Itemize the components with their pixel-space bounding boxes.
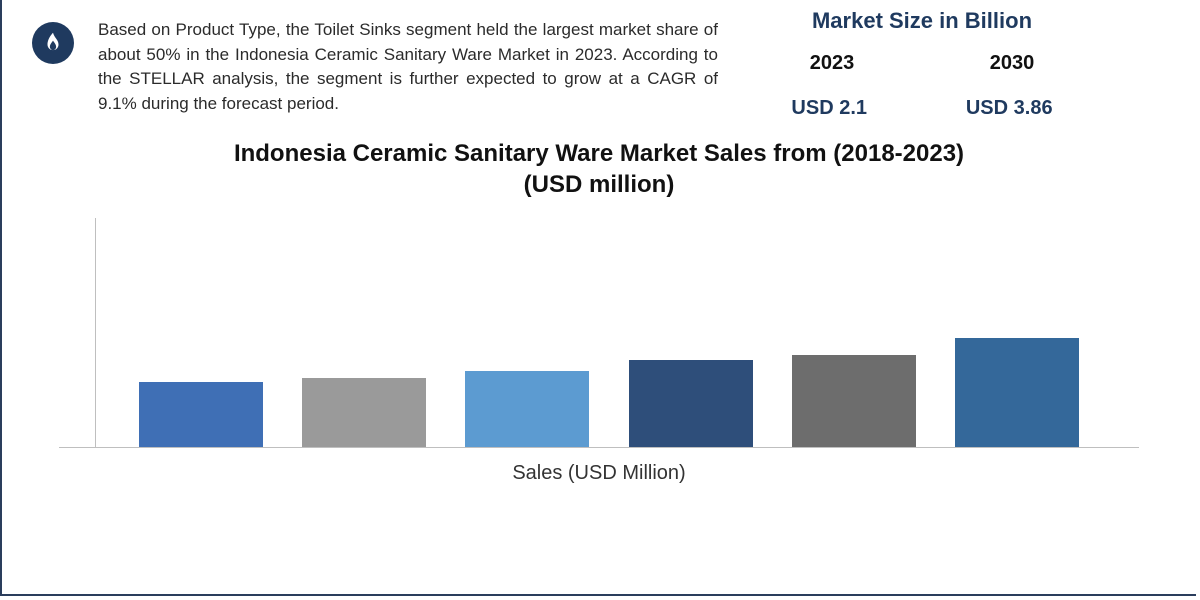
- market-size-panel: Market Size in Billion 2023 2030 USD 2.1…: [742, 8, 1102, 120]
- chart-yaxis: [95, 218, 96, 448]
- chart-bar: [139, 382, 263, 448]
- chart-xlabel: Sales (USD Million): [2, 462, 1196, 485]
- chart-title: Indonesia Ceramic Sanitary Ware Market S…: [209, 138, 989, 200]
- chart-bar: [302, 378, 426, 448]
- chart-bar: [629, 360, 753, 448]
- flame-icon: [32, 22, 74, 64]
- report-frame: Based on Product Type, the Toilet Sinks …: [0, 0, 1196, 596]
- market-size-year-b: 2030: [990, 52, 1035, 75]
- market-size-years: 2023 2030: [742, 52, 1102, 75]
- market-size-title: Market Size in Billion: [742, 8, 1102, 34]
- market-size-year-a: 2023: [810, 52, 855, 75]
- description-text: Based on Product Type, the Toilet Sinks …: [98, 8, 718, 117]
- market-size-value-a: USD 2.1: [791, 97, 867, 120]
- chart-plot: [59, 228, 1139, 448]
- chart-bar: [955, 338, 1079, 448]
- chart-bar: [792, 355, 916, 449]
- chart-area: Indonesia Ceramic Sanitary Ware Market S…: [2, 138, 1196, 485]
- market-size-values: USD 2.1 USD 3.86: [742, 97, 1102, 120]
- market-size-value-b: USD 3.86: [966, 97, 1053, 120]
- chart-bars: [119, 228, 1099, 448]
- flame-icon-svg: [43, 32, 63, 54]
- chart-baseline: [59, 447, 1139, 448]
- chart-bar: [465, 371, 589, 448]
- header-row: Based on Product Type, the Toilet Sinks …: [2, 0, 1196, 120]
